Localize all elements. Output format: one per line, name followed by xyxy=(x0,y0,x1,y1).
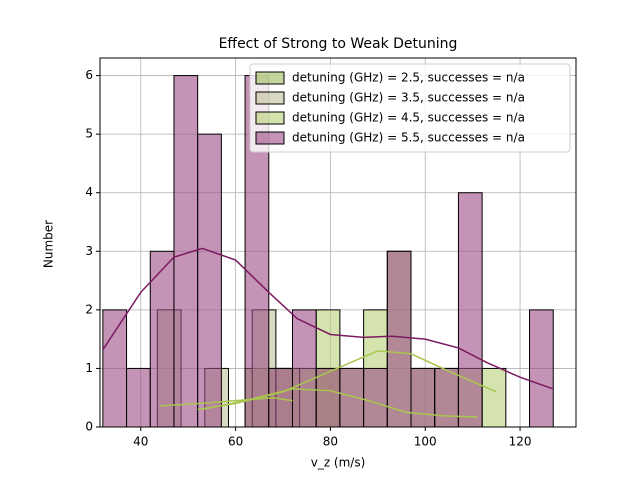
legend-swatch xyxy=(255,91,285,105)
kde-line xyxy=(102,247,554,390)
x-tick-label: 120 xyxy=(509,435,532,449)
histogram-bar xyxy=(126,367,151,428)
legend-label: detuning (GHz) = 3.5, successes = n/a xyxy=(292,91,525,105)
legend-box xyxy=(249,63,571,153)
legend-label: detuning (GHz) = 2.5, successes = n/a xyxy=(292,71,525,85)
x-axis-label: v_z (m/s) xyxy=(311,456,366,470)
y-tick-label: 0 xyxy=(85,420,93,434)
histogram-bar xyxy=(410,367,436,428)
y-axis-label: Number xyxy=(42,220,56,268)
x-tick-label: 60 xyxy=(228,435,243,449)
y-tick-label: 2 xyxy=(85,302,93,316)
legend-label: detuning (GHz) = 4.5, successes = n/a xyxy=(292,111,525,125)
y-tick-label: 5 xyxy=(85,127,93,141)
histogram-bar xyxy=(481,367,507,428)
legend-swatch xyxy=(255,111,285,125)
x-tick-label: 100 xyxy=(414,435,437,449)
y-tick-label: 1 xyxy=(85,361,93,375)
histogram-bar xyxy=(315,367,341,428)
chart-title: Effect of Strong to Weak Detuning xyxy=(219,36,458,52)
x-tick-label: 80 xyxy=(323,435,338,449)
legend-swatch xyxy=(255,131,285,145)
histogram-bar xyxy=(363,367,388,428)
histogram-bar xyxy=(386,250,412,428)
y-tick-label: 6 xyxy=(85,68,93,82)
histogram-bar xyxy=(102,309,128,428)
legend-label: detuning (GHz) = 5.5, successes = n/a xyxy=(292,131,525,145)
legend-swatch xyxy=(255,71,285,85)
histogram-bar xyxy=(457,192,483,428)
histogram-bar xyxy=(291,309,317,428)
y-tick-label: 3 xyxy=(85,244,93,258)
y-tick-label: 4 xyxy=(85,185,93,199)
histogram-bar xyxy=(197,133,222,428)
kde-line xyxy=(159,396,293,407)
histogram-bar xyxy=(529,309,554,428)
histogram-bar xyxy=(434,367,459,428)
kde-line xyxy=(197,350,497,411)
x-tick-label: 40 xyxy=(133,435,148,449)
plot-frame xyxy=(99,57,577,428)
